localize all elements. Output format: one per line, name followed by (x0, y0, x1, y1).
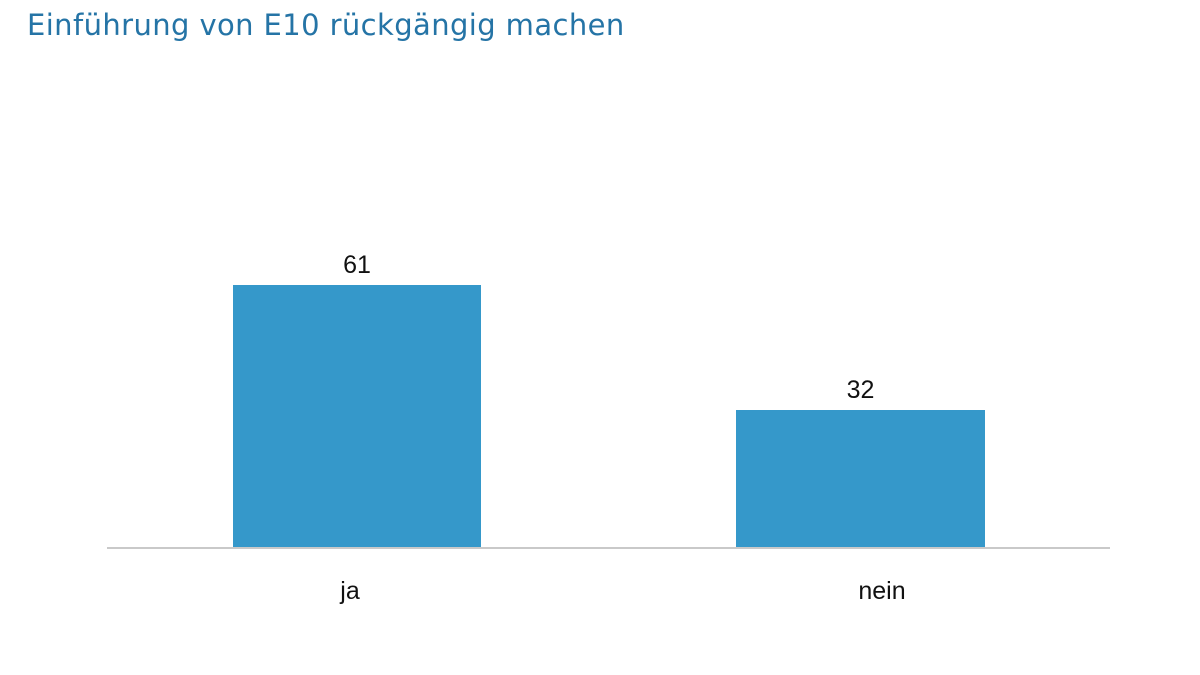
x-tick-label-ja: ja (340, 577, 360, 605)
value-label-nein: 32 (846, 375, 875, 404)
bar-nein (736, 410, 985, 548)
bar-group-nein: 32 (736, 375, 985, 548)
value-label-ja: 61 (343, 250, 371, 279)
x-tick-label-nein: nein (858, 577, 906, 605)
page-title: Einführung von E10 rückgängig machen (27, 8, 625, 42)
bar-group-ja: 61 (233, 250, 481, 548)
bar-ja (233, 285, 481, 548)
x-axis-line (107, 547, 1110, 549)
